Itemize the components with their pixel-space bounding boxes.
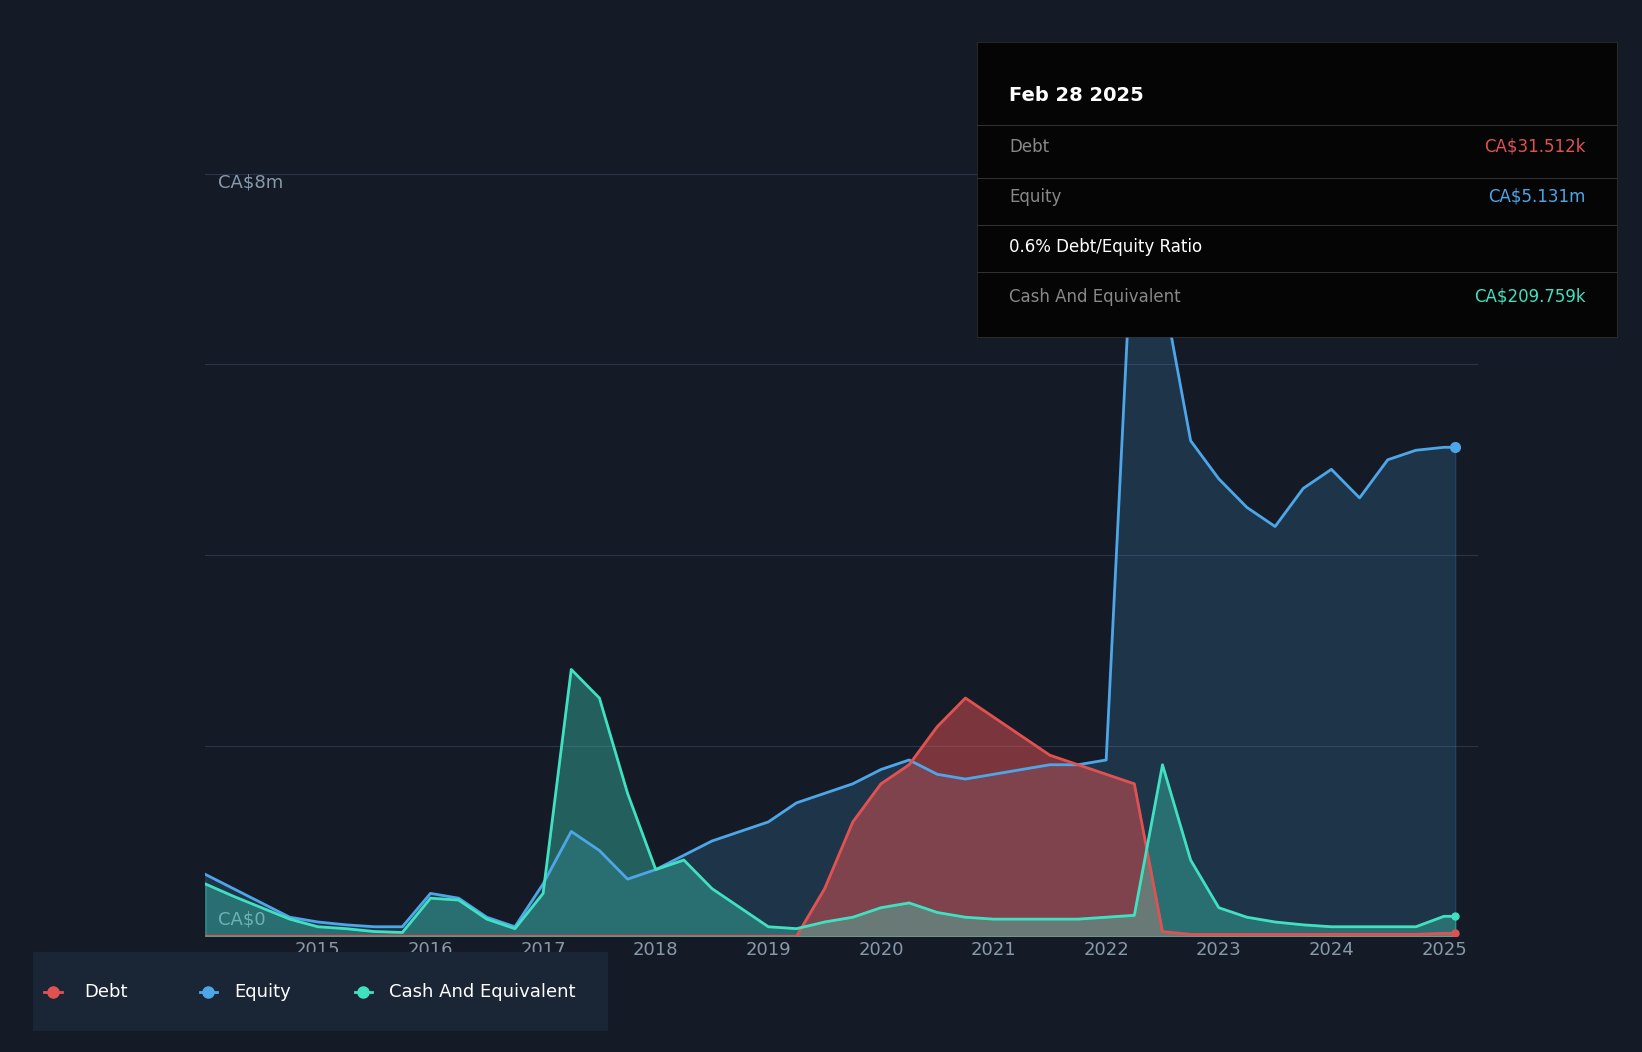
Text: Cash And Equivalent: Cash And Equivalent [1008,288,1181,306]
Text: Equity: Equity [1008,187,1061,206]
Text: Equity: Equity [233,983,291,1000]
Text: CA$5.131m: CA$5.131m [1488,187,1586,206]
Text: CA$8m: CA$8m [218,174,282,191]
Text: Debt: Debt [1008,138,1049,156]
Text: Debt: Debt [85,983,128,1000]
Text: Feb 28 2025: Feb 28 2025 [1008,86,1144,105]
Text: Cash And Equivalent: Cash And Equivalent [389,983,576,1000]
Text: CA$31.512k: CA$31.512k [1484,138,1586,156]
Text: 0.6% Debt/Equity Ratio: 0.6% Debt/Equity Ratio [1008,238,1202,256]
Text: CA$0: CA$0 [218,911,266,929]
Text: CA$209.759k: CA$209.759k [1475,288,1586,306]
